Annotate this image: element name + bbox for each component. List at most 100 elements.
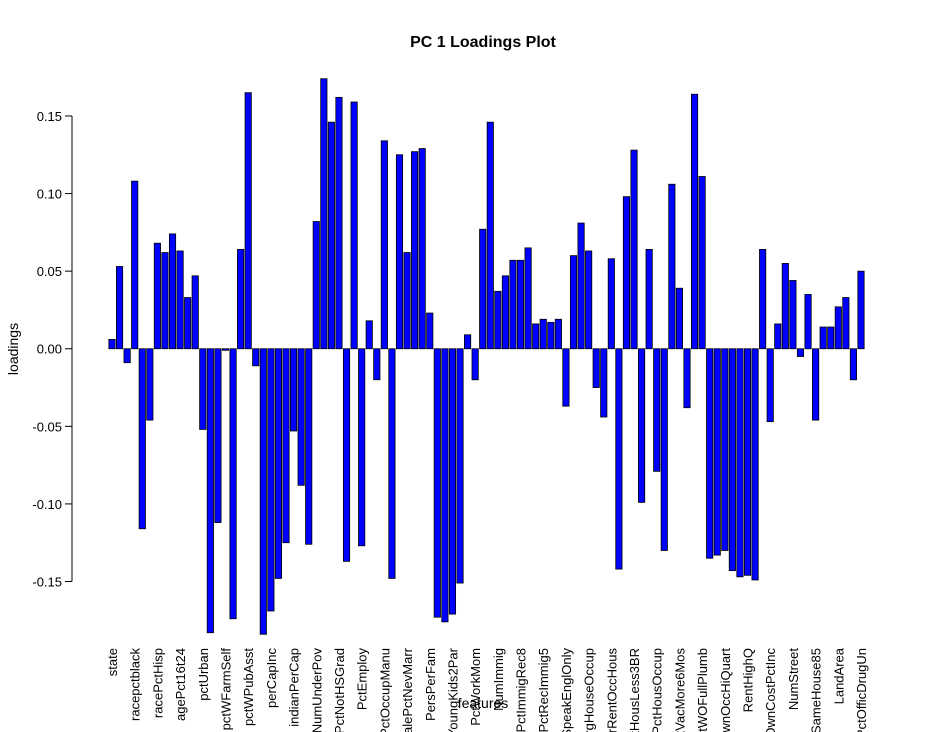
x-tick-label: RentHighQ — [741, 648, 756, 712]
bar — [464, 334, 472, 350]
x-tick-label: pctUrban — [196, 648, 211, 701]
bar — [819, 326, 827, 350]
bar — [418, 148, 426, 350]
chart-title: PC 1 Loadings Plot — [410, 34, 556, 51]
bar — [237, 249, 245, 350]
bar — [199, 348, 207, 430]
bar — [600, 348, 608, 418]
x-tick-label: MedOwnCostPctInc — [763, 648, 778, 732]
x-tick-label: OwnOccHiQuart — [718, 648, 733, 732]
bar — [789, 280, 797, 350]
bar — [365, 320, 373, 350]
bar — [403, 252, 411, 350]
bar — [547, 321, 555, 350]
y-tick-label: 0.15 — [37, 109, 62, 124]
bar — [532, 323, 540, 350]
bar — [698, 176, 706, 350]
bar — [221, 348, 230, 351]
y-tick-label: 0.10 — [37, 187, 62, 202]
bar — [380, 140, 388, 350]
x-tick-label: pctWFarmSelf — [218, 648, 233, 731]
x-tick-label: agePct16t24 — [173, 648, 188, 721]
x-tick-label: PctOccupManu — [377, 648, 392, 732]
x-tick-label: LandArea — [831, 647, 846, 704]
x-tick-label: NumStreet — [786, 648, 801, 711]
bar — [706, 348, 714, 559]
x-tick-label: PctWorkMom — [468, 648, 483, 726]
bar — [176, 250, 184, 350]
bar — [524, 247, 532, 350]
bar — [585, 250, 593, 350]
bar — [759, 249, 767, 350]
x-tick-label: pctWPubAsst — [241, 648, 256, 726]
bar — [857, 270, 865, 350]
bar — [116, 266, 124, 350]
bar — [252, 348, 260, 367]
bar — [774, 323, 782, 350]
bar — [184, 297, 192, 350]
bar — [766, 348, 774, 423]
bar — [668, 183, 676, 350]
bar — [267, 348, 275, 612]
bar — [554, 318, 562, 350]
bar — [229, 348, 237, 620]
x-tick-label: PctEmploy — [355, 648, 370, 711]
x-tick-label: PctYoungKids2Par — [445, 647, 460, 732]
x-tick-label: PctNotHSGrad — [332, 648, 347, 732]
bar — [168, 233, 177, 350]
bar — [494, 290, 502, 350]
bar — [675, 287, 683, 350]
bar — [721, 348, 729, 551]
bar — [388, 348, 396, 579]
bar — [577, 222, 585, 350]
bar — [214, 348, 222, 523]
bar — [486, 121, 494, 350]
x-tick-label: PctVacMore6Mos — [672, 648, 687, 732]
x-tick-label: PctHousLess3BR — [627, 648, 642, 732]
bar — [312, 221, 320, 350]
x-tick-label: state — [105, 648, 120, 676]
x-tick-label: PctSpeakEnglOnly — [559, 648, 574, 732]
bar — [471, 348, 479, 381]
bar — [297, 348, 305, 486]
bar — [516, 259, 525, 350]
bar — [660, 348, 668, 551]
bar — [743, 348, 752, 576]
x-tick-label: PersPerRentOccHous — [604, 648, 619, 732]
bar — [448, 348, 457, 615]
x-tick-label: PctImmigRec8 — [514, 648, 529, 732]
bar — [282, 348, 290, 544]
bar — [161, 252, 169, 350]
bar — [796, 348, 805, 357]
bar — [320, 78, 328, 350]
x-tick-label: PctWOFullPlumb — [695, 648, 710, 732]
y-axis-label: loadings — [5, 323, 21, 375]
bar — [562, 348, 570, 407]
bar — [653, 348, 661, 472]
bar — [441, 348, 449, 623]
x-tick-label: racePctHisp — [150, 648, 165, 718]
bar — [335, 96, 343, 350]
x-tick-label: indianPerCap — [287, 648, 302, 727]
bar — [373, 348, 381, 381]
bar — [153, 242, 161, 350]
bar — [456, 348, 464, 584]
bar — [615, 348, 623, 570]
bar — [274, 348, 282, 579]
bar — [358, 348, 366, 547]
bar — [842, 297, 850, 350]
bar — [206, 348, 214, 634]
bar — [433, 348, 441, 618]
y-tick-label: -0.15 — [32, 575, 62, 590]
y-tick-label: -0.10 — [32, 497, 62, 512]
bar — [327, 121, 335, 350]
bar — [691, 93, 699, 350]
bar — [501, 275, 509, 350]
bar — [728, 348, 736, 572]
bar — [849, 348, 857, 381]
bar — [713, 348, 721, 556]
x-tick-label: NumImmig — [491, 648, 506, 711]
bar — [569, 255, 578, 350]
